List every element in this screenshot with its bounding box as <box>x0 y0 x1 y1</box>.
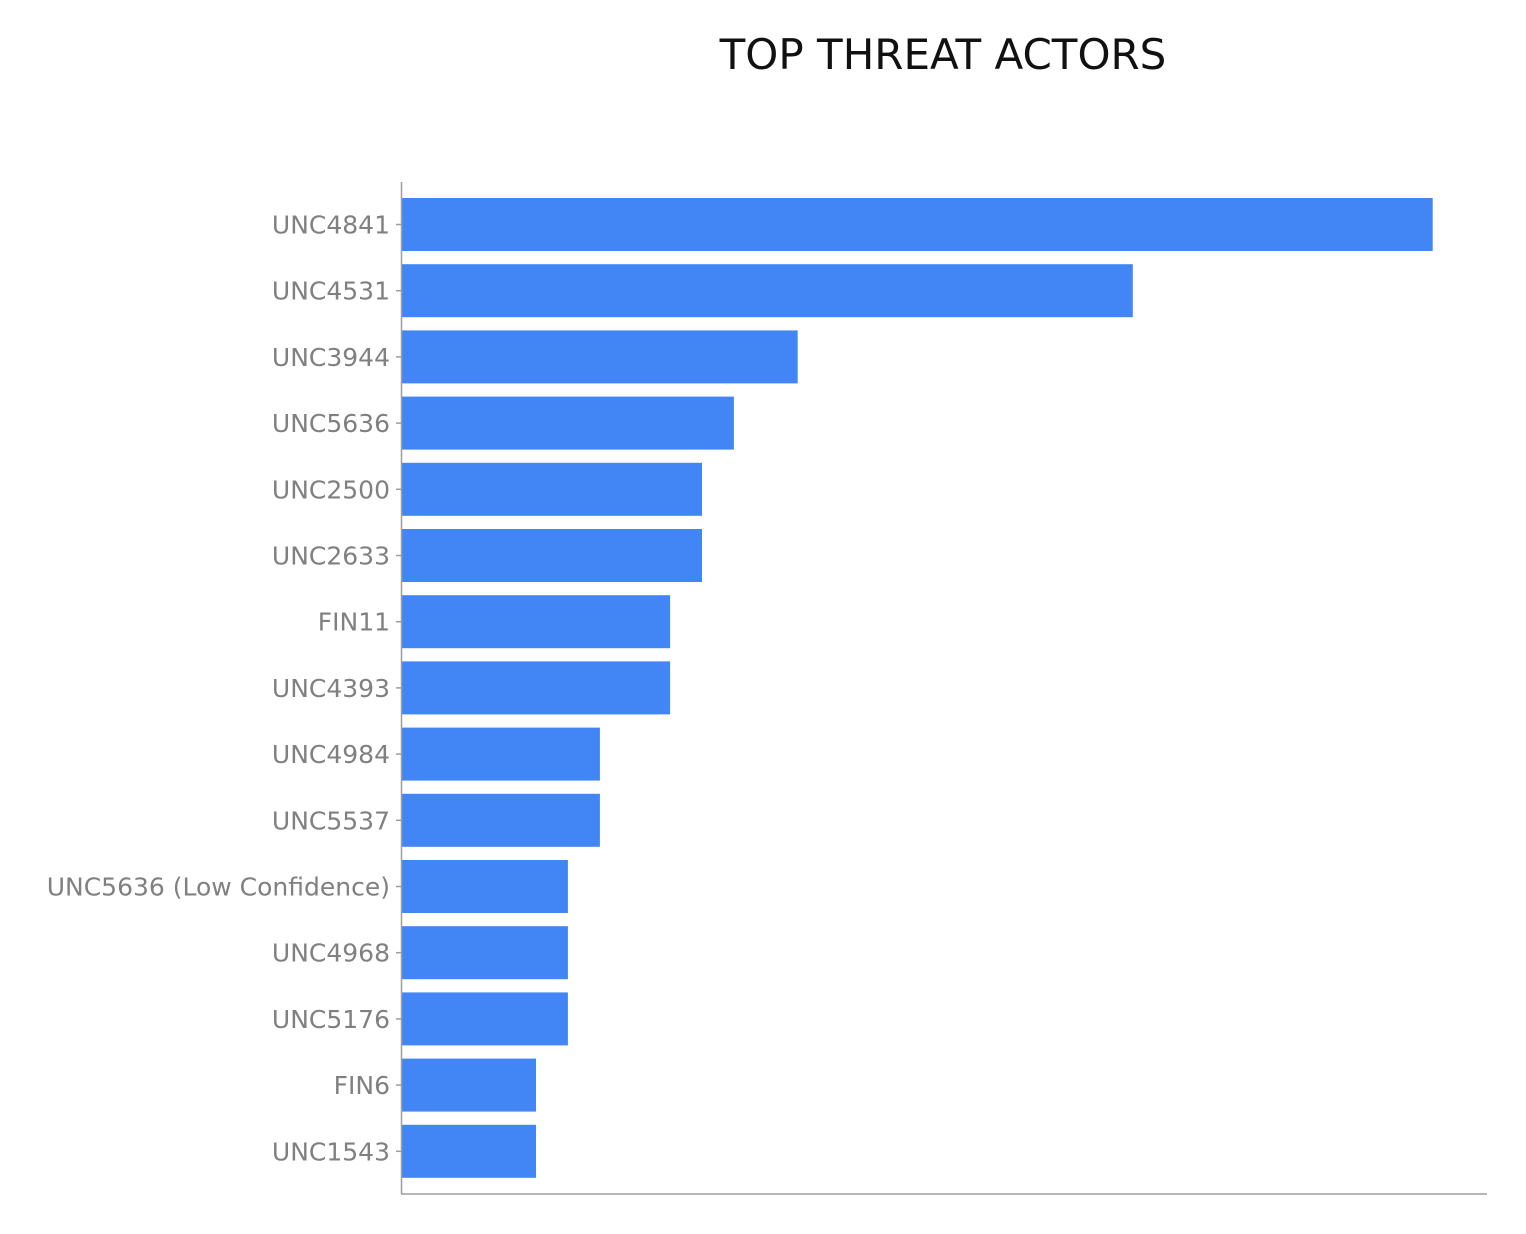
category-label-unc2500: UNC2500 <box>272 475 390 504</box>
category-label-unc5636: UNC5636 <box>272 409 390 438</box>
bar-unc5537 <box>402 793 600 847</box>
category-label-unc4984: UNC4984 <box>272 740 390 769</box>
bar-fin6 <box>402 1058 536 1112</box>
category-labels-group: UNC4841 UNC4531 UNC3944 UNC5636 UNC2500 UNC26… <box>47 211 390 1167</box>
category-label-fin6: FIN6 <box>334 1071 390 1100</box>
bar-unc4393 <box>402 661 671 715</box>
category-label-unc4968: UNC4968 <box>272 939 390 968</box>
bar-unc4841 <box>402 198 1433 251</box>
bars-group <box>402 198 1433 1178</box>
bar-unc5176 <box>402 992 568 1046</box>
category-label-fin11: FIN11 <box>318 608 390 637</box>
category-label-unc5636-low-confidence: UNC5636 (Low Confidence) <box>47 873 390 902</box>
bar-unc4984 <box>402 727 600 781</box>
y-ticks-group <box>396 223 401 1153</box>
bar-unc3944 <box>402 330 798 384</box>
category-label-unc1543: UNC1543 <box>272 1137 390 1166</box>
bar-fin11 <box>402 595 671 649</box>
category-label-unc2633: UNC2633 <box>272 542 390 571</box>
category-label-unc5176: UNC5176 <box>272 1005 390 1034</box>
bar-unc4968 <box>402 926 568 980</box>
bar-unc4531 <box>402 264 1133 318</box>
category-label-unc4393: UNC4393 <box>272 674 390 703</box>
bar-unc5636-low-confidence <box>402 860 568 913</box>
bar-unc5636 <box>402 396 734 450</box>
category-label-unc4531: UNC4531 <box>272 277 390 306</box>
category-label-unc4841: UNC4841 <box>272 211 390 240</box>
category-label-unc5537: UNC5537 <box>272 806 390 835</box>
chart-title: TOP THREAT ACTORS <box>719 30 1167 79</box>
bar-unc2500 <box>402 462 702 516</box>
bar-unc1543 <box>402 1124 536 1178</box>
category-label-unc3944: UNC3944 <box>272 343 390 372</box>
bar-unc2633 <box>402 529 702 582</box>
